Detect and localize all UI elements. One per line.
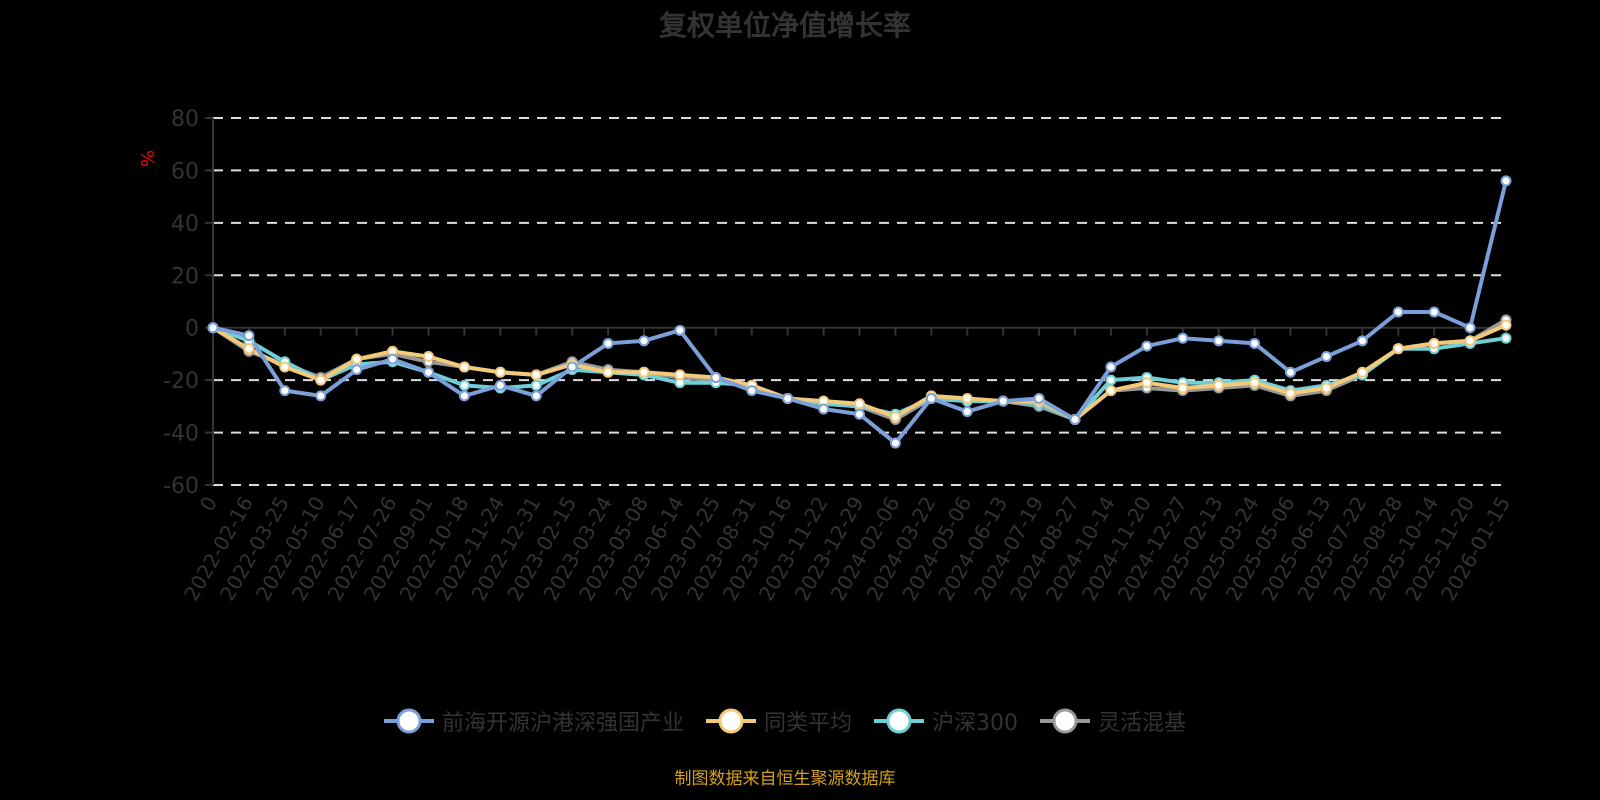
y-tick-label: -20	[163, 369, 199, 394]
data-point[interactable]	[1141, 377, 1153, 389]
legend-item[interactable]: 灵活混基	[1040, 705, 1186, 737]
data-point[interactable]	[889, 437, 901, 449]
data-point[interactable]	[925, 392, 937, 404]
data-point[interactable]	[1105, 385, 1117, 397]
data-point[interactable]	[1033, 392, 1045, 404]
data-point[interactable]	[1249, 377, 1261, 389]
data-point[interactable]	[1320, 382, 1332, 394]
data-point[interactable]	[279, 361, 291, 373]
data-point[interactable]	[1428, 337, 1440, 349]
data-point[interactable]	[889, 411, 901, 423]
data-point[interactable]	[1105, 374, 1117, 386]
data-point[interactable]	[207, 322, 219, 334]
legend: 前海开源沪港深强国产业 同类平均 沪深300 灵活混基	[0, 705, 1570, 737]
data-point[interactable]	[818, 403, 830, 415]
data-point[interactable]	[854, 408, 865, 420]
data-point[interactable]	[854, 398, 865, 410]
data-point[interactable]	[602, 337, 614, 349]
data-point[interactable]	[351, 364, 363, 376]
y-tick-label: 20	[171, 264, 199, 289]
data-point[interactable]	[1500, 319, 1512, 331]
data-point[interactable]	[1392, 343, 1404, 355]
data-point[interactable]	[1177, 382, 1189, 394]
data-point[interactable]	[1105, 361, 1117, 373]
data-point[interactable]	[602, 366, 614, 378]
data-point[interactable]	[458, 390, 470, 402]
data-point[interactable]	[1177, 332, 1189, 344]
data-point[interactable]	[458, 379, 470, 391]
data-point[interactable]	[423, 351, 434, 363]
x-axis-labels: 02022-02-162022-03-252022-05-102022-06-1…	[179, 492, 1515, 605]
data-point[interactable]	[315, 374, 327, 386]
data-source-note: 制图数据来自恒生聚源数据库	[674, 769, 896, 789]
y-tick-label: 0	[185, 317, 199, 342]
legend-label: 灵活混基	[1098, 711, 1187, 736]
data-point[interactable]	[638, 335, 650, 347]
data-point[interactable]	[1356, 335, 1368, 347]
data-point[interactable]	[243, 330, 255, 342]
legend-marker-icon	[705, 708, 756, 734]
legend-item[interactable]: 前海开源沪港深强国产业	[383, 705, 684, 737]
data-point[interactable]	[423, 366, 434, 378]
legend-label: 前海开源沪港深强国产业	[441, 711, 684, 736]
legend-marker-icon	[383, 708, 434, 734]
x-tick-label: 0	[195, 492, 222, 515]
data-point[interactable]	[1213, 379, 1225, 391]
data-point[interactable]	[674, 369, 686, 381]
data-point[interactable]	[997, 395, 1009, 407]
data-point[interactable]	[1356, 366, 1368, 378]
legend-label: 同类平均	[763, 711, 852, 736]
data-point[interactable]	[638, 366, 650, 378]
data-point[interactable]	[1464, 322, 1476, 334]
legend-item[interactable]: 沪深300	[874, 705, 1018, 737]
data-point[interactable]	[1500, 332, 1512, 344]
y-tick-label: 40	[171, 212, 199, 237]
data-point[interactable]	[1285, 366, 1296, 378]
data-point[interactable]	[961, 406, 973, 418]
data-point[interactable]	[1392, 306, 1404, 318]
data-point[interactable]	[315, 390, 327, 402]
data-point[interactable]	[674, 324, 686, 336]
data-point[interactable]	[530, 379, 542, 391]
data-point[interactable]	[710, 372, 722, 384]
legend-label: 沪深300	[932, 711, 1018, 736]
axes: 80 60 40 20 0 -20 -40 -60	[163, 107, 1507, 499]
data-point[interactable]	[566, 361, 578, 373]
data-point[interactable]	[1249, 337, 1261, 349]
legend-item[interactable]: 同类平均	[705, 705, 852, 737]
data-point[interactable]	[530, 390, 542, 402]
y-tick-label: 80	[171, 107, 199, 132]
data-point[interactable]	[530, 369, 542, 381]
data-point[interactable]	[1500, 175, 1512, 187]
series-lines	[207, 175, 1512, 449]
data-point[interactable]	[961, 392, 973, 404]
legend-marker-icon	[1040, 708, 1090, 734]
chart-title: 复权单位净值增长率	[658, 9, 911, 42]
data-point[interactable]	[494, 379, 506, 391]
legend-marker-icon	[874, 708, 924, 734]
data-point[interactable]	[1320, 351, 1332, 363]
data-point[interactable]	[458, 361, 470, 373]
data-point[interactable]	[279, 385, 291, 397]
grid-lines	[213, 117, 1506, 486]
data-point[interactable]	[387, 353, 399, 365]
data-point[interactable]	[243, 343, 255, 355]
y-tick-label: -60	[163, 474, 199, 499]
data-point[interactable]	[494, 366, 506, 378]
data-point[interactable]	[1141, 340, 1153, 352]
data-point[interactable]	[1428, 306, 1440, 318]
data-point[interactable]	[1069, 413, 1081, 425]
data-point[interactable]	[1285, 387, 1296, 399]
data-point[interactable]	[1213, 335, 1225, 347]
y-tick-label: 60	[171, 159, 199, 184]
line-chart: 80 60 40 20 0 -20 -40 -60 02022-02-162022-03-25…	[163, 107, 1515, 605]
data-point[interactable]	[746, 385, 758, 397]
data-point[interactable]	[351, 353, 363, 365]
data-point[interactable]	[1464, 335, 1476, 347]
y-tick-label: -40	[163, 422, 199, 447]
data-point[interactable]	[782, 392, 794, 404]
